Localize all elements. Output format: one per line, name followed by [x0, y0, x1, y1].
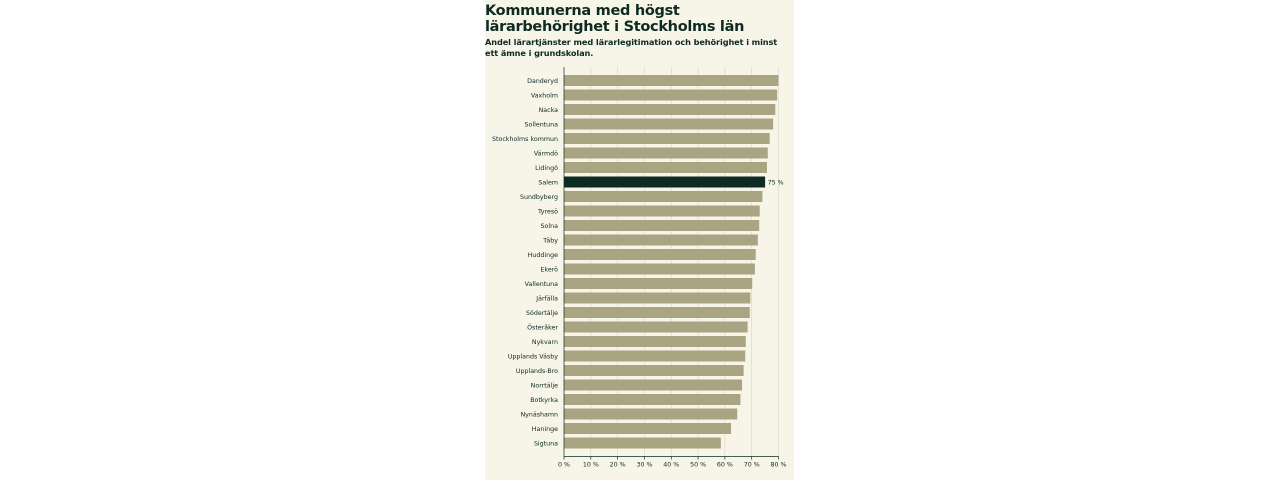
category-label-solna: Solna	[541, 223, 559, 230]
bar-vallentuna	[564, 278, 753, 289]
data-label-salem: 75 %	[768, 179, 784, 186]
category-label-norrtalje: Norrtälje	[531, 382, 558, 389]
category-label-sodertalje: Södertälje	[526, 310, 558, 317]
x-axis: 0 % 10 % 20 % 30 % 40 % 50 % 60 % 70 % 80 %	[558, 67, 787, 469]
category-label-huddinge: Huddinge	[528, 252, 558, 259]
bar-solna	[564, 220, 760, 231]
x-tick-label-80: 80 %	[771, 462, 787, 469]
category-label-botkyrka: Botkyrka	[530, 397, 558, 404]
bar-jarfalla	[564, 292, 751, 304]
bar-stockholms-kommun	[564, 133, 770, 144]
bar-nacka	[564, 104, 776, 115]
bar-taby	[564, 234, 758, 246]
bar-nykvarn	[564, 336, 746, 347]
category-label-lidingo: Lidingö	[535, 165, 558, 172]
bar-sundbyberg	[564, 191, 763, 202]
bar-osteraker	[564, 321, 748, 333]
category-label-jarfalla: Järfälla	[535, 295, 558, 302]
x-tick-label-50: 50 %	[690, 462, 706, 469]
bar-sodertalje	[564, 307, 750, 318]
bar-huddinge	[564, 249, 756, 260]
bar-norrtalje	[564, 379, 743, 391]
category-label-upplands-bro: Upplands-Bro	[516, 368, 558, 375]
x-tick-label-30: 30 %	[636, 462, 652, 469]
x-tick-label-20: 20 %	[610, 462, 626, 469]
x-tick-label-40: 40 %	[663, 462, 679, 469]
category-label-haninge: Haninge	[532, 426, 558, 433]
bar-lidingo	[564, 162, 767, 173]
bar-tyreso	[564, 205, 760, 217]
category-label-nykvarn: Nykvarn	[532, 339, 558, 346]
category-label-sundbyberg: Sundbyberg	[520, 194, 558, 201]
category-label-sigtuna: Sigtuna	[534, 440, 558, 447]
bar-upplands-vasby	[564, 350, 746, 362]
chart-title: Kommunerna med högst lärarbehörighet i S…	[485, 3, 745, 35]
bars	[564, 75, 779, 449]
category-label-salem: Salem	[538, 179, 558, 186]
x-tick-label-60: 60 %	[717, 462, 733, 469]
bar-botkyrka	[564, 394, 741, 405]
x-tick-label-0: 0 %	[558, 462, 570, 469]
category-label-taby: Täby	[542, 237, 558, 244]
category-label-danderyd: Danderyd	[527, 78, 558, 85]
bar-sollentuna	[564, 118, 774, 130]
bar-varmdo	[564, 147, 768, 159]
category-label-ekero: Ekerö	[540, 266, 558, 273]
x-tick-label-70: 70 %	[744, 462, 760, 469]
bar-haninge	[564, 423, 732, 434]
bar-sigtuna	[564, 437, 721, 449]
category-label-nacka: Nacka	[539, 107, 559, 114]
bar-ekero	[564, 263, 755, 275]
category-label-osteraker: Österåker	[527, 322, 558, 331]
gridlines	[590, 67, 779, 457]
category-label-vallentuna: Vallentuna	[525, 281, 558, 288]
bar-upplands-bro	[564, 365, 744, 376]
chart-card: Kommunerna med högst lärarbehörighet i S…	[485, 0, 794, 480]
bar-chart: Danderyd Vaxholm Nacka Sollentuna Stockholms…	[492, 67, 787, 469]
data-labels: 75 %	[768, 179, 784, 186]
category-label-vaxholm: Vaxholm	[531, 92, 558, 99]
x-tick-label-10: 10 %	[583, 462, 599, 469]
category-label-upplands-vasby: Upplands Väsby	[508, 353, 558, 360]
category-label-tyreso: Tyresö	[537, 208, 558, 215]
category-label-stockholms-kommun: Stockholms kommun	[492, 136, 558, 143]
category-label-sollentuna: Sollentuna	[524, 121, 558, 128]
chart-subtitle: Andel lärartjänster med lärarlegitimatio…	[485, 37, 778, 58]
bar-nynashamn	[564, 408, 738, 420]
category-labels: Danderyd Vaxholm Nacka Sollentuna Stockholms…	[492, 78, 559, 447]
category-label-nynashamn: Nynäshamn	[520, 411, 558, 418]
category-label-varmdo: Värmdö	[534, 150, 558, 157]
bar-danderyd	[564, 75, 779, 86]
bar-vaxholm	[564, 89, 778, 101]
bar-salem	[564, 176, 766, 188]
